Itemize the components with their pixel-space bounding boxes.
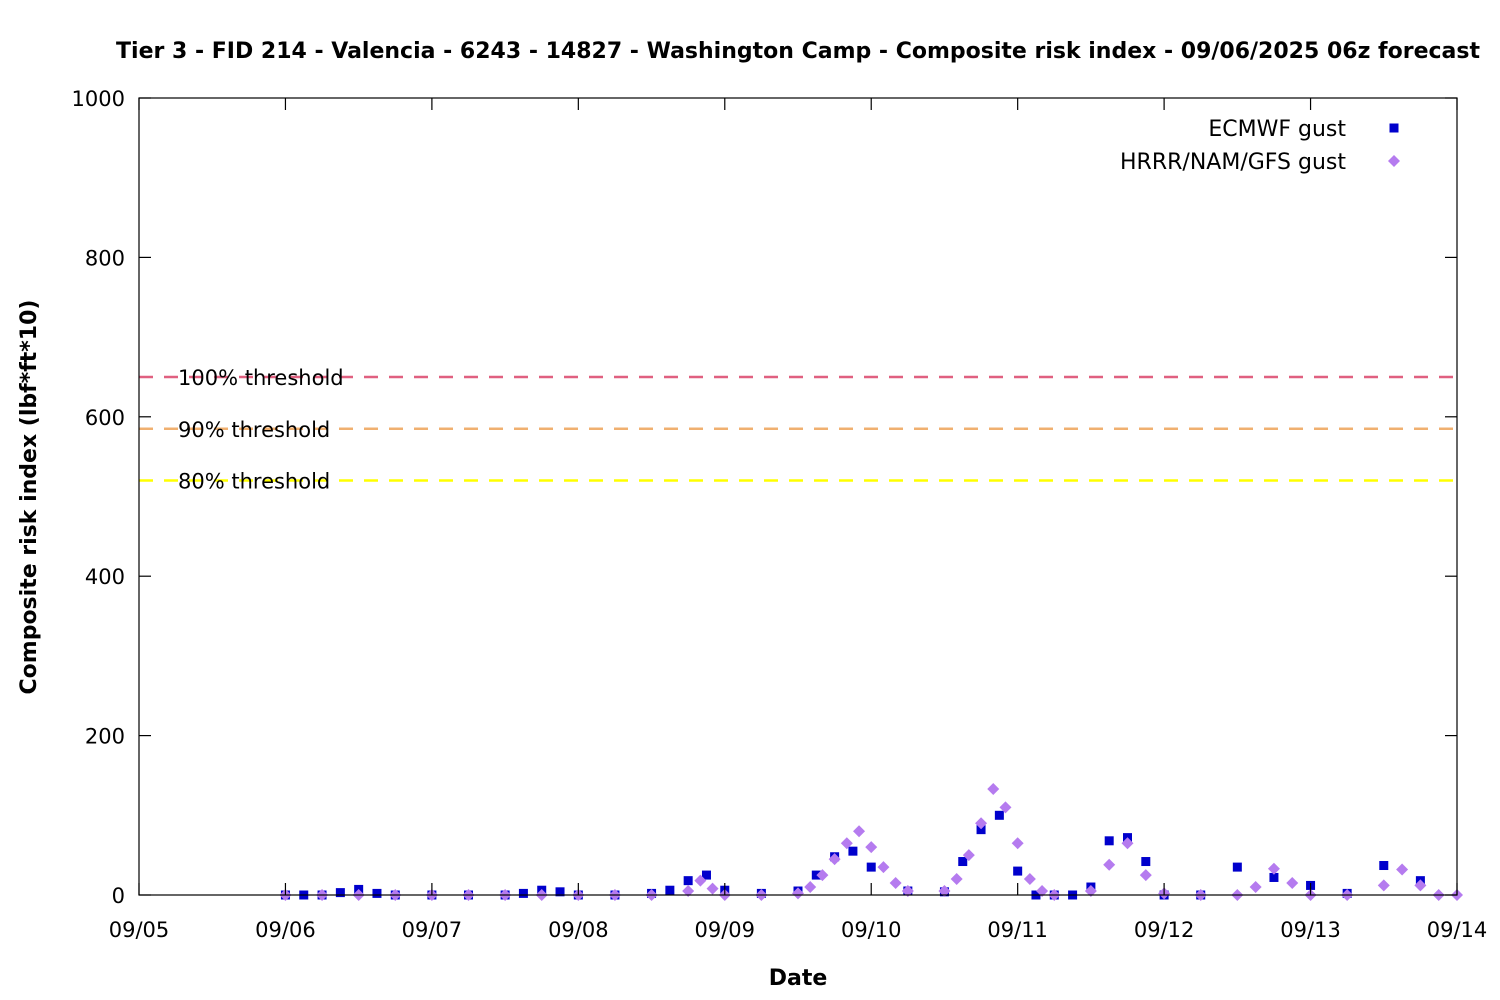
ecmwf-point [1141,857,1151,867]
legend: ECMWF gust HRRR/NAM/GFS gust [1120,117,1400,175]
hrrr-point [975,817,988,830]
y-tick-label: 1000 [72,87,125,111]
hrrr-point [1084,885,1097,898]
hrrr-point [987,782,1000,795]
ecmwf-point [994,810,1004,820]
hrrr-point [1267,862,1280,875]
hrrr-point [1011,837,1024,850]
hrrr-point [792,887,804,900]
hrrr-point [1414,879,1427,892]
ecmwf-point [683,876,693,886]
x-tick-label: 09/13 [1280,918,1341,942]
y-tick-label: 400 [85,565,125,589]
chart-title: Tier 3 - FID 214 - Valencia - 6243 - 148… [116,39,1480,64]
y-axis-label: Composite risk index (lbf*ft*10) [17,300,42,695]
hrrr-point [1286,877,1299,890]
ecmwf-point [372,888,382,898]
hrrr-point [828,853,841,866]
hrrr-point [1249,881,1262,894]
hrrr-point [706,882,719,895]
ecmwf-point [555,887,565,897]
hrrr-point [694,874,707,887]
threshold-label: 80% threshold [178,470,330,494]
y-tick-label: 0 [112,884,125,908]
x-tick-label: 09/10 [841,918,902,942]
ecmwf-point [701,870,711,880]
ecmwf-point [665,885,675,895]
ecmwf-point [518,888,528,898]
hrrr-point [840,837,853,850]
hrrr-point [1023,873,1036,886]
x-tick-label: 09/11 [987,918,1048,942]
x-tick-label: 09/06 [255,918,316,942]
ecmwf-point [1104,836,1114,846]
x-tick-label: 09/05 [109,918,170,942]
ecmwf-point [848,846,858,856]
legend-label: ECMWF gust [1208,117,1346,142]
x-tick-label: 09/14 [1427,918,1488,942]
hrrr-point [950,873,963,886]
y-axis: 0 200 400 600 800 1000 [72,87,1457,908]
ecmwf-point [866,862,876,872]
y-tick-label: 200 [85,725,125,749]
y-tick-label: 600 [85,406,125,430]
x-tick-label: 09/08 [548,918,609,942]
threshold-label: 90% threshold [178,418,330,442]
ecmwf-point [335,888,345,898]
hrrr-point [1121,837,1134,850]
hrrr-point [1377,879,1390,892]
plot-frame [138,97,1458,896]
hrrr-point [962,849,975,862]
ecmwf-point [958,857,968,867]
hrrr-point [877,861,890,874]
hrrr-point [1036,885,1049,898]
hrrr-point [865,841,878,854]
hrrr-point [889,877,902,890]
hrrr-point [938,885,951,898]
threshold-lines: 100% threshold 90% threshold 80% threshold [139,366,1457,494]
threshold-label: 100% threshold [178,366,344,390]
legend-marker [1389,123,1399,133]
hrrr-point [999,801,1012,814]
hrrr-point [804,881,817,894]
hrrr-point [1103,858,1116,871]
ecmwf-point [1232,862,1242,872]
hrrr-point [853,825,866,838]
hrrr-point [901,885,914,898]
x-axis-label: Date [769,966,828,991]
hrrr-point [1396,863,1409,876]
legend-label: HRRR/NAM/GFS gust [1120,150,1346,175]
legend-marker [1388,155,1400,167]
x-axis: 09/05 09/06 09/07 09/08 09/09 09/10 09/11 09/12… [109,98,1488,942]
ecmwf-point [976,825,986,835]
hrrr-point [682,885,695,898]
y-tick-label: 800 [85,246,125,270]
hrrr-point [816,869,829,882]
x-tick-label: 09/12 [1134,918,1195,942]
ecmwf-point [811,870,821,880]
hrrr-point [1139,869,1152,882]
ecmwf-point [1269,872,1279,882]
ecmwf-point [1379,861,1389,871]
ecmwf-point [1013,866,1023,876]
x-tick-label: 09/09 [695,918,756,942]
x-tick-label: 09/07 [402,918,463,942]
